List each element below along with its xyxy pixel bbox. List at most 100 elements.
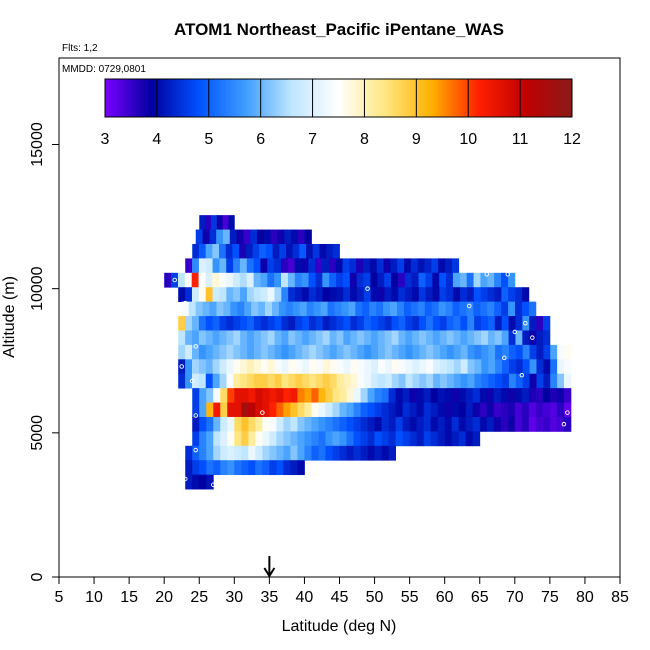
heatmap-cell (290, 431, 298, 447)
heatmap-cell (318, 416, 326, 432)
heatmap-cell (542, 330, 551, 346)
heatmap-cell (425, 287, 433, 303)
heatmap-cell (248, 460, 256, 476)
heatmap-cell (409, 431, 418, 447)
heatmap-cell (460, 316, 468, 331)
heatmap-cell (487, 301, 495, 317)
heatmap-cell (460, 287, 468, 303)
heatmap-cell (549, 388, 558, 403)
observation-point (484, 272, 490, 277)
heatmap-cell (458, 388, 467, 403)
heatmap-cell (381, 402, 389, 418)
heatmap-cell (350, 373, 358, 389)
heatmap-cell (465, 431, 474, 447)
heatmap-cell (419, 330, 427, 346)
heatmap-cell (424, 301, 433, 317)
heatmap-cell (370, 316, 379, 331)
heatmap-cell (297, 445, 305, 461)
heatmap-cell (269, 431, 277, 447)
heatmap-cell (253, 272, 261, 288)
heatmap-cell (529, 316, 537, 331)
heatmap-cell (507, 272, 516, 288)
heatmap-cell (248, 431, 256, 447)
heatmap-cell (322, 344, 331, 360)
heatmap-cell (405, 287, 413, 303)
heatmap-cell (280, 258, 289, 274)
heatmap-cell (467, 344, 475, 360)
heatmap-cell (353, 416, 361, 432)
heatmap-cell (292, 243, 300, 259)
heatmap-cell (284, 229, 292, 245)
heatmap-cell (277, 229, 285, 245)
heatmap-cell (458, 431, 467, 447)
heatmap-cell (206, 388, 214, 403)
heatmap-cell (416, 416, 425, 432)
heatmap-cell (274, 316, 282, 331)
heatmap-cell (306, 243, 314, 259)
heatmap-cell (234, 460, 242, 476)
heatmap-cell (474, 344, 482, 360)
heatmap-cell (339, 431, 347, 447)
heatmap-cell (521, 388, 530, 403)
heatmap-cell (267, 373, 276, 389)
heatmap-cell (295, 373, 303, 389)
heatmap-cell (536, 373, 544, 389)
heatmap-cell (281, 344, 289, 360)
heatmap-cells (164, 215, 572, 490)
heatmap-cell (267, 287, 275, 303)
heatmap-cell (472, 402, 481, 418)
heatmap-cell (248, 416, 256, 432)
x-tick-label: 60 (436, 589, 454, 606)
heatmap-cell (219, 373, 227, 389)
heatmap-cell (240, 344, 248, 360)
heatmap-cell (356, 272, 364, 288)
heatmap-cell (467, 373, 475, 389)
observation-point (530, 335, 535, 340)
heatmap-cell (357, 344, 365, 360)
heatmap-cell (426, 373, 434, 389)
observation-point (519, 372, 525, 378)
heatmap-cell (371, 344, 379, 360)
heatmap-cell (212, 258, 220, 274)
heatmap-cell (487, 272, 495, 288)
heatmap-cell (502, 344, 510, 360)
heatmap-cell (233, 287, 241, 303)
heatmap-cell (508, 301, 516, 317)
colorbar-tick-label: 7 (308, 131, 317, 148)
heatmap-cell (205, 243, 213, 259)
heatmap-cell (364, 373, 372, 389)
heatmap-cell (213, 445, 221, 461)
heatmap-cell (206, 416, 214, 432)
heatmap-cell (288, 330, 296, 346)
heatmap-cell (542, 388, 551, 403)
heatmap-cell (364, 359, 372, 375)
heatmap-cell (467, 330, 475, 346)
heatmap-cell (369, 301, 377, 317)
heatmap-cell (295, 287, 303, 303)
heatmap-cell (253, 330, 262, 346)
heatmap-cell (233, 316, 241, 331)
heatmap-cell (276, 431, 284, 447)
heatmap-cell (320, 301, 328, 317)
heatmap-cell (508, 316, 516, 331)
heatmap-cell (479, 402, 488, 418)
heatmap-cell (381, 416, 389, 432)
heatmap-cell (398, 330, 406, 346)
heatmap-cell (350, 344, 358, 360)
heatmap-cell (253, 373, 262, 389)
heatmap-cell (304, 229, 312, 245)
heatmap-cell (246, 272, 254, 288)
heatmap-cell (460, 344, 468, 360)
heatmap-cell (350, 330, 358, 346)
heatmap-cell (367, 402, 375, 418)
heatmap-cell (198, 316, 207, 331)
heatmap-cell (255, 402, 263, 418)
heatmap-cell (191, 344, 200, 360)
heatmap-cell (460, 359, 468, 375)
heatmap-cell (500, 402, 509, 418)
heatmap-cell (423, 402, 432, 418)
heatmap-cell (360, 416, 368, 432)
heatmap-cell (440, 359, 448, 375)
heatmap-cell (226, 344, 234, 360)
heatmap-cell (262, 416, 270, 432)
